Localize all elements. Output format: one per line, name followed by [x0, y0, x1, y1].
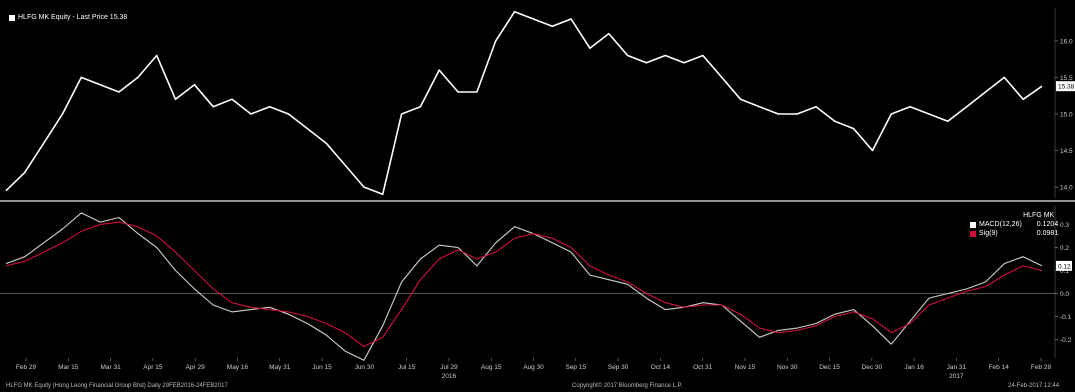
price-y-tick-label: 14.0 — [1060, 185, 1073, 192]
x-tick-label: Nov 30 — [777, 364, 798, 371]
macd-y-tick-label: 0.3 — [1060, 222, 1069, 229]
signal-legend-label: Sig(9) — [979, 230, 998, 237]
x-tick-label: Oct 14 — [651, 364, 671, 371]
price-y-tick-label: 14.5 — [1060, 148, 1073, 155]
price-panel: 14.0 14.5 15.0 15.5 16.0 15.38 — [5, 8, 1075, 198]
macd-y-tick-label: 0.1 — [1060, 268, 1069, 275]
macd-swatch — [970, 221, 976, 228]
price-legend: HLFG MK Equity - Last Price 15.38 — [9, 14, 127, 21]
footer-right: 24-Feb-2017 12:44 — [1008, 383, 1060, 389]
signal-legend-row: Sig(9) 0.0981 — [970, 229, 1058, 238]
footer-left: HLFG MK Equity (Hong Leong Financial Gro… — [6, 383, 228, 389]
x-tick-label: Sep 15 — [565, 364, 586, 371]
x-tick-label: Mar 15 — [58, 364, 79, 371]
x-tick-label: Sep 30 — [608, 364, 629, 371]
x-axis: Feb 29 Mar 15 Mar 31 Apr 15 Apr 29 May 16 May … — [16, 358, 1052, 380]
x-year-label: 2016 — [442, 373, 457, 380]
x-tick-label: Feb 14 — [989, 364, 1010, 371]
macd-legend-value: 0.1204 — [1036, 221, 1059, 228]
x-tick-label: Aug 15 — [481, 364, 502, 371]
macd-legend-label: MACD(12,26) — [979, 221, 1022, 228]
macd-legend: HLFG MK MACD(12,26) 0.1204 Sig(9) 0.0981 — [970, 212, 1058, 238]
x-tick-label: Jun 15 — [312, 364, 332, 371]
x-tick-label: Jul 15 — [398, 364, 416, 371]
x-tick-label: Oct 31 — [693, 364, 713, 371]
price-last-value-box — [1056, 81, 1075, 92]
macd-panel: -0.2 -0.1 0.0 0.1 0.2 0.3 0.12 — [0, 206, 1072, 361]
macd-y-tick-label: -0.2 — [1060, 337, 1072, 344]
macd-y-tick-label: 0.0 — [1060, 291, 1069, 298]
macd-last-value-box — [1056, 260, 1072, 271]
macd-legend-row: MACD(12,26) 0.1204 — [970, 220, 1058, 229]
macd-y-tick-label: -0.1 — [1060, 314, 1072, 321]
price-y-tick-label: 15.5 — [1060, 75, 1073, 82]
price-last-value-label: 15.38 — [1058, 84, 1075, 91]
price-legend-swatch — [9, 14, 15, 21]
x-tick-label: May 31 — [269, 364, 291, 371]
x-tick-label: Jul 29 — [440, 364, 458, 371]
macd-last-value-label: 0.12 — [1058, 263, 1071, 270]
signal-series-line — [5, 221, 1043, 348]
x-tick-label: Jan 16 — [904, 364, 924, 371]
x-tick-label: Mar 31 — [100, 364, 121, 371]
x-tick-label: May 16 — [227, 364, 249, 371]
x-tick-label: Feb 28 — [1031, 364, 1052, 371]
macd-series-line — [5, 212, 1043, 361]
footer-center: Copyright© 2017 Bloomberg Finance L.P. — [572, 383, 683, 389]
x-year-label: 2017 — [949, 373, 964, 380]
price-legend-label: HLFG MK Equity - Last Price 15.38 — [18, 14, 128, 21]
macd-y-tick-label: 0.2 — [1060, 245, 1069, 252]
x-tick-label: Dec 15 — [819, 364, 840, 371]
signal-swatch — [970, 230, 976, 237]
x-tick-label: Jan 31 — [947, 364, 967, 371]
x-tick-label: Feb 29 — [16, 364, 37, 371]
macd-legend-title: HLFG MK — [1023, 212, 1055, 219]
x-tick-label: Apr 29 — [186, 364, 206, 371]
price-series-line — [5, 10, 1043, 196]
price-y-tick-label: 15.0 — [1060, 111, 1073, 118]
x-tick-label: Jun 30 — [355, 364, 375, 371]
x-tick-label: Aug 30 — [523, 364, 544, 371]
price-y-tick-label: 16.0 — [1060, 38, 1073, 45]
x-tick-label: Apr 15 — [143, 364, 163, 371]
x-tick-label: Dec 30 — [862, 364, 883, 371]
x-tick-label: Nov 15 — [735, 364, 756, 371]
signal-legend-value: 0.0981 — [1036, 230, 1059, 237]
